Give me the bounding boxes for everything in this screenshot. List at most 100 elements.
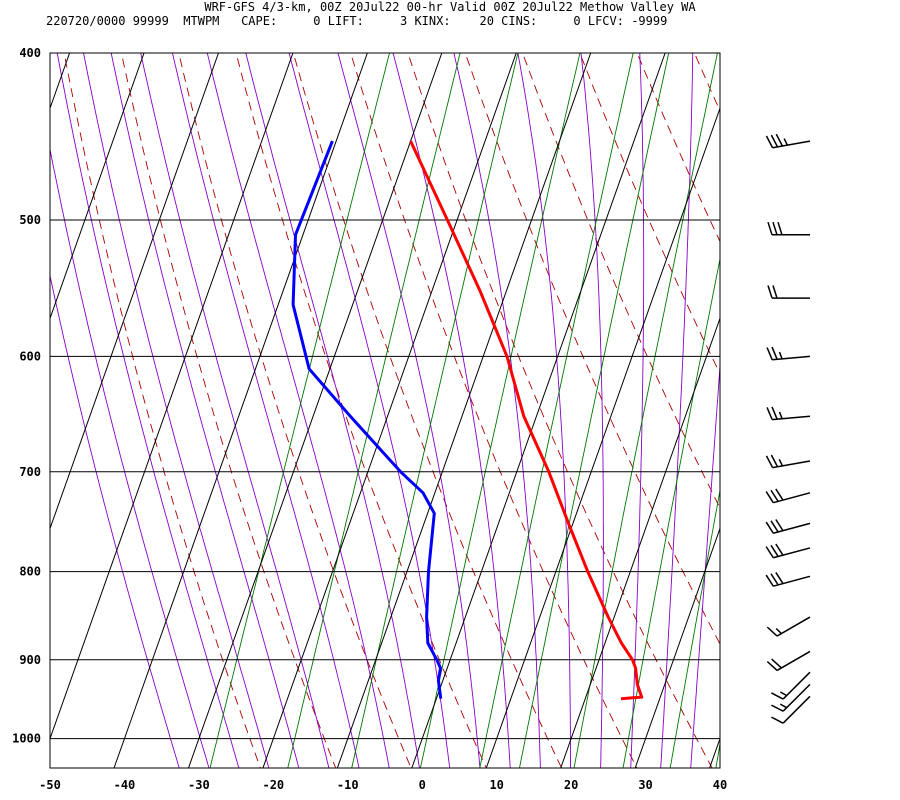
wind-barb xyxy=(766,406,811,421)
moist-adiabat xyxy=(83,53,270,768)
x-tick-label: 20 xyxy=(564,778,578,792)
wind-barb-flag xyxy=(771,346,778,360)
x-tick-label: -20 xyxy=(262,778,284,792)
pressure-tick-label: 800 xyxy=(19,565,41,579)
dry-adiabat xyxy=(791,15,900,783)
wind-barb-flag xyxy=(766,626,778,637)
wind-barb-flag xyxy=(765,521,774,534)
background-reference-lines xyxy=(50,15,900,783)
wind-barb-half-flag xyxy=(779,703,788,709)
isotherm-gridline xyxy=(50,53,219,531)
wind-barb-flag xyxy=(775,488,784,501)
dry-adiabat xyxy=(693,53,720,112)
wind-barb-staff xyxy=(772,415,811,421)
wind-barb-staff xyxy=(773,575,811,587)
wind-barb xyxy=(771,695,811,724)
moist-adiabat xyxy=(56,53,240,768)
wind-barb-staff xyxy=(772,140,811,149)
wind-barb-staff xyxy=(782,683,811,712)
wind-barb-staff xyxy=(776,650,811,672)
dry-adiabat xyxy=(178,53,412,768)
wind-barb-flag xyxy=(771,704,784,712)
wind-barb-staff xyxy=(772,355,811,361)
isotherm-gridline xyxy=(262,53,517,768)
isotherm-gridline xyxy=(858,53,900,768)
isotherm-gridline xyxy=(560,316,720,768)
wind-barb xyxy=(767,221,810,236)
temperature-profile xyxy=(409,140,644,701)
mixing-ratio-line xyxy=(669,487,720,768)
plot-frame xyxy=(49,52,721,769)
x-tick-label: 30 xyxy=(638,778,652,792)
wind-barb-flag xyxy=(771,658,782,669)
chart-title: WRF-GFS 4/3-km, 00Z 20Jul22 00-hr Valid … xyxy=(204,0,696,14)
wind-barb-flag xyxy=(765,491,774,504)
dewpoint-profile xyxy=(291,140,443,699)
x-tick-label: 40 xyxy=(713,778,727,792)
wind-barb-staff xyxy=(782,695,811,724)
wind-barb xyxy=(771,683,811,712)
moist-adiabat xyxy=(392,53,511,768)
isotherm-gridline xyxy=(634,527,720,768)
wind-barb-flag xyxy=(770,544,779,557)
moist-adiabat xyxy=(172,53,360,768)
wind-barb-half-flag xyxy=(783,138,789,146)
moist-adiabat xyxy=(453,53,541,768)
wind-barb-flag xyxy=(765,135,774,149)
pressure-tick-label: 500 xyxy=(19,213,41,227)
isotherm-gridline xyxy=(113,53,368,768)
moist-adiabat xyxy=(517,53,571,768)
wind-barb xyxy=(765,519,811,534)
wind-barb-flag xyxy=(775,133,784,147)
wind-barb xyxy=(771,671,811,700)
pressure-tick-label: 900 xyxy=(19,653,41,667)
mixing-ratio-line xyxy=(479,53,634,768)
pressure-tick-label: 600 xyxy=(19,349,41,363)
pressure-tick-label: 700 xyxy=(19,465,41,479)
moist-adiabat xyxy=(660,53,694,768)
moist-adiabat xyxy=(140,53,330,768)
dry-adiabat xyxy=(407,53,713,768)
x-tick-label: -10 xyxy=(337,778,359,792)
wind-barb-flag xyxy=(765,574,774,587)
isotherm-gridline xyxy=(485,106,720,768)
wind-barb-half-flag xyxy=(778,411,783,420)
sounding-profiles xyxy=(291,140,644,701)
pressure-tick-label: 1000 xyxy=(12,732,41,746)
dry-adiabat xyxy=(464,53,720,645)
wind-barb-flag xyxy=(770,573,779,586)
wind-barb-flag xyxy=(775,519,784,532)
pressure-tick-label: 400 xyxy=(19,46,41,60)
moist-adiabat xyxy=(337,53,481,768)
wind-barb-flag xyxy=(777,221,783,236)
dry-adiabat xyxy=(350,53,638,768)
wind-barb-staff xyxy=(773,547,811,559)
mixing-ratio-line xyxy=(287,53,461,768)
wind-barb-half-flag xyxy=(775,627,782,635)
wind-barb-flag xyxy=(775,572,784,584)
dry-adiabat xyxy=(292,53,563,768)
x-tick-label: -30 xyxy=(188,778,210,792)
dry-adiabat xyxy=(120,53,337,768)
wind-barb-flag xyxy=(771,716,784,724)
wind-barb-flag xyxy=(767,221,773,236)
dry-adiabat xyxy=(735,15,900,783)
moist-adiabat xyxy=(245,53,420,768)
moist-adiabat xyxy=(206,53,390,768)
stability-indices-line: 220720/0000 99999 MTWPM CAPE: 0 LIFT: 3 … xyxy=(46,14,668,28)
wind-barb xyxy=(767,285,810,299)
dry-adiabat xyxy=(63,53,261,768)
wind-barb-flag xyxy=(775,543,784,556)
isotherm-gridline xyxy=(709,737,720,768)
wind-barb-column xyxy=(765,133,811,724)
wind-barb-flag xyxy=(771,692,784,700)
wind-barb-half-flag xyxy=(778,458,784,467)
tick-labels: -50 -40 -30 -20 -10 0 10 20 30 40 400 500 600 700 800 9… xyxy=(12,46,727,792)
x-tick-label: -50 xyxy=(39,778,61,792)
wind-barb-flag xyxy=(765,455,774,468)
wind-barb-flag xyxy=(770,454,779,468)
isotherm-gridline xyxy=(336,53,592,768)
wind-barb xyxy=(766,616,811,637)
wind-barb xyxy=(765,454,811,469)
